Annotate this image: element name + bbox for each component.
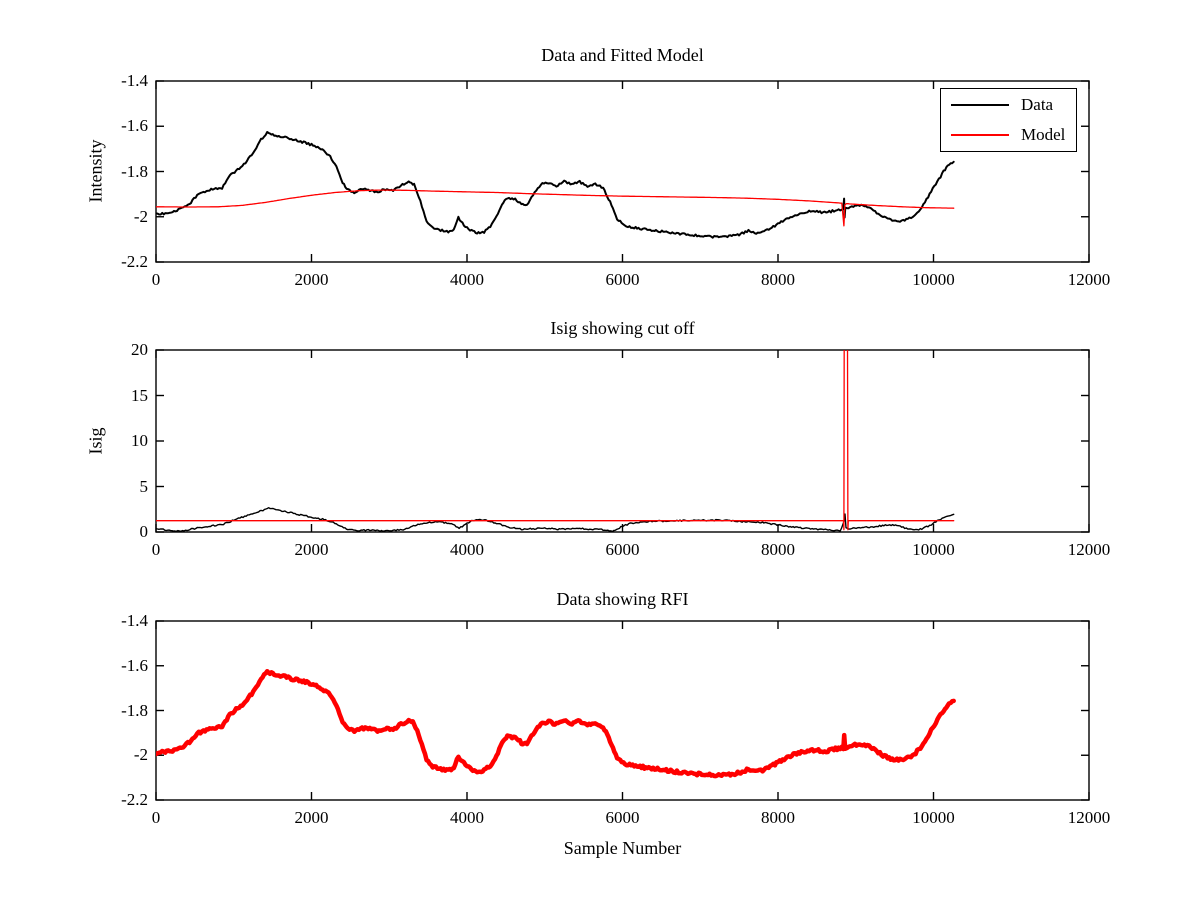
x-tick-label: 10000 [912,270,955,289]
series-model [156,189,955,227]
x-tick-label: 8000 [761,540,795,559]
series-cutoff [156,350,955,531]
x-tick-label: 8000 [761,270,795,289]
series-data [156,131,955,239]
y-tick-label: 10 [131,431,148,450]
y-tick-label: -1.4 [121,611,148,630]
plot3-title: Data showing RFI [556,589,689,609]
plot3-xlabel: Sample Number [563,838,682,858]
legend-label-data: Data [1021,95,1054,115]
y-tick-label: -2.2 [121,252,148,271]
y-tick-label: -1.6 [121,655,148,675]
plot2-frame [155,349,1090,533]
y-tick-label: 5 [139,476,149,496]
plot1-title: Data and Fitted Model [541,45,704,65]
y-tick-label: -2 [133,745,148,765]
legend-row-model: Model [941,122,1076,148]
x-tick-label: 12000 [1067,808,1111,827]
plot3-frame [155,620,1090,801]
x-tick-label: 12000 [1067,270,1111,289]
y-tick-label: -1.4 [121,71,148,90]
series-isig [156,507,955,532]
y-tick-label: -2.2 [121,790,148,809]
x-tick-label: 0 [151,270,161,289]
x-tick-label: 4000 [450,808,484,827]
x-tick-label: 4000 [450,270,484,289]
x-tick-label: 0 [151,540,161,559]
y-tick-label: -1.6 [121,116,148,136]
y-tick-label: -2 [133,206,148,226]
x-tick-label: 10000 [912,540,955,559]
y-tick-label: 20 [131,340,148,359]
plot2-title: Isig showing cut off [550,318,695,338]
legend-line-data-icon [951,104,1009,107]
x-tick-label: 4000 [450,540,484,559]
legend-label-model: Model [1021,124,1066,144]
y-tick-label: 15 [131,385,148,405]
x-tick-label: 8000 [761,808,795,827]
y-tick-label: -1.8 [121,161,148,181]
x-tick-label: 6000 [605,270,640,289]
series-data-with-rfi [156,668,956,779]
x-tick-label: 2000 [294,540,329,559]
y-tick-label: -1.8 [121,700,148,720]
x-tick-label: 6000 [605,808,640,827]
y-tick-label: 0 [139,522,149,541]
x-tick-label: 2000 [294,808,329,827]
x-tick-label: 0 [151,808,161,827]
x-tick-label: 12000 [1067,540,1111,559]
legend: Data Model [940,88,1077,152]
legend-line-model-icon [951,133,1009,136]
legend-row-data: Data [941,92,1076,118]
x-tick-label: 10000 [912,808,955,827]
x-tick-label: 2000 [294,270,329,289]
x-tick-label: 6000 [605,540,640,559]
